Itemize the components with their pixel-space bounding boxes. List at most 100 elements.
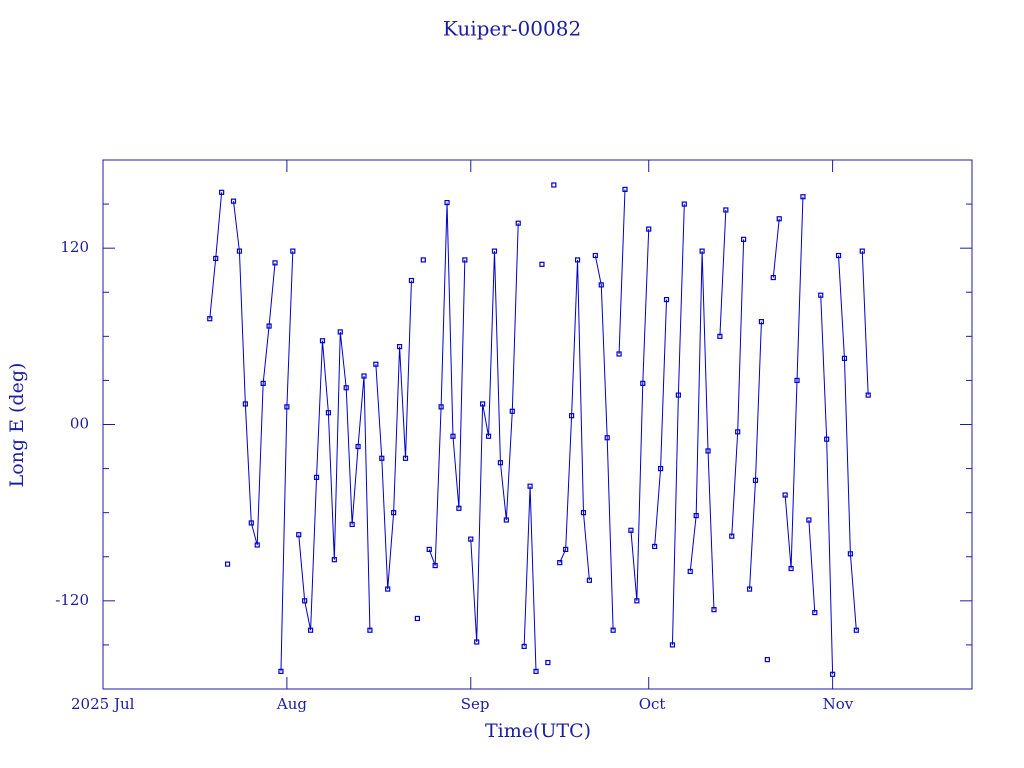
data-point <box>343 385 349 391</box>
data-point <box>468 536 474 542</box>
data-point <box>640 380 646 386</box>
data-point <box>545 659 551 666</box>
series-line <box>820 295 834 675</box>
data-point <box>355 443 361 450</box>
data-point <box>438 404 444 410</box>
data-point <box>859 248 865 254</box>
data-point <box>515 220 521 226</box>
data-point <box>681 201 687 207</box>
data-point <box>402 455 409 461</box>
data-point <box>563 546 569 553</box>
data-point <box>663 296 670 303</box>
data-point <box>580 510 587 516</box>
x-tick-label: Nov <box>823 695 854 713</box>
series-line <box>719 209 727 337</box>
data-point <box>290 248 296 254</box>
data-point <box>622 186 628 192</box>
data-point <box>788 565 794 572</box>
data-point <box>557 560 563 566</box>
data-point <box>865 392 871 398</box>
data-point <box>367 627 373 633</box>
series-line <box>861 251 869 396</box>
data-point <box>462 257 468 263</box>
y-tick-label: 00 <box>70 415 89 433</box>
series-line <box>559 259 590 581</box>
data-point <box>693 513 699 519</box>
y-axis-label: Long E (deg) <box>6 363 28 488</box>
data-point <box>574 257 581 263</box>
data-point <box>812 609 818 616</box>
data-point <box>444 200 450 206</box>
data-point <box>331 557 337 563</box>
data-point <box>657 465 664 472</box>
data-point <box>527 483 533 489</box>
data-point <box>308 627 314 633</box>
data-point <box>325 410 332 416</box>
series-line <box>731 239 745 537</box>
data-point <box>646 226 652 232</box>
data-point <box>396 344 403 350</box>
data-point <box>373 361 379 367</box>
data-point <box>224 561 231 567</box>
series-line <box>233 201 276 546</box>
data-point <box>847 551 853 557</box>
data-point <box>853 627 859 633</box>
data-point <box>652 543 658 550</box>
data-point <box>794 377 800 384</box>
data-point <box>319 338 326 344</box>
data-point <box>450 433 456 439</box>
series-line <box>298 331 371 631</box>
data-point <box>349 521 355 528</box>
data-point <box>841 355 848 361</box>
x-tick-label: Sep <box>461 695 490 713</box>
data-point <box>509 408 515 414</box>
data-point <box>272 260 278 266</box>
series-line <box>654 299 668 547</box>
data-point <box>770 274 776 281</box>
data-point <box>480 401 486 407</box>
data-point <box>296 532 302 538</box>
data-point <box>610 627 616 633</box>
data-point <box>746 586 753 592</box>
data-point <box>420 257 426 263</box>
data-point <box>616 351 622 357</box>
data-point <box>230 198 237 204</box>
data-point <box>391 510 397 516</box>
data-point <box>699 248 705 254</box>
chart-title: Kuiper-00082 <box>443 17 581 41</box>
data-point <box>236 248 243 254</box>
data-point <box>598 282 604 288</box>
series-line <box>772 218 780 278</box>
series-line <box>689 251 715 610</box>
data-point <box>711 607 717 613</box>
data-point <box>634 598 640 604</box>
series-line <box>618 189 626 354</box>
data-point <box>735 429 741 435</box>
data-point <box>284 404 290 410</box>
series-line <box>749 321 762 590</box>
x-tick-label: 2025 Jul <box>71 695 135 713</box>
data-point <box>432 562 438 569</box>
data-point <box>800 194 806 200</box>
data-point <box>830 671 836 677</box>
data-point <box>278 668 284 674</box>
x-axis-label: Time(UTC) <box>485 720 591 742</box>
series-line <box>375 280 412 590</box>
x-tick-label: Oct <box>639 695 666 713</box>
data-point <box>669 642 676 648</box>
plot-frame <box>102 159 973 690</box>
data-point <box>628 527 634 533</box>
data-point <box>379 455 385 461</box>
data-point <box>313 474 320 480</box>
data-point <box>729 533 735 539</box>
data-point <box>705 448 711 454</box>
series-line <box>523 486 537 672</box>
series-line <box>784 196 804 569</box>
data-point <box>337 329 343 335</box>
data-point <box>569 413 575 419</box>
series-line <box>838 255 857 631</box>
data-point <box>521 643 527 649</box>
data-point <box>408 277 415 284</box>
data-point <box>503 517 509 523</box>
